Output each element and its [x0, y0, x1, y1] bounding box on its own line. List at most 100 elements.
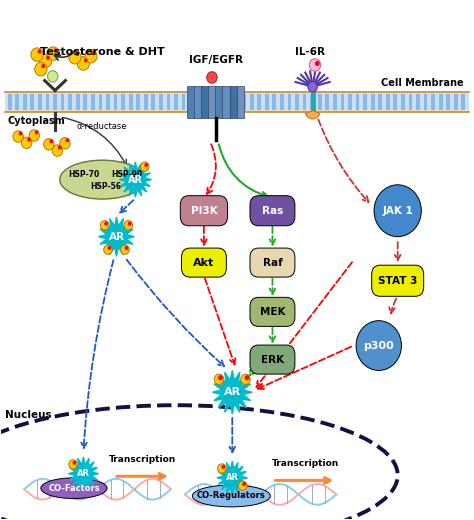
Circle shape [238, 481, 247, 490]
Bar [257, 94, 261, 110]
Circle shape [108, 246, 111, 250]
Circle shape [41, 64, 45, 68]
Circle shape [310, 59, 320, 71]
FancyBboxPatch shape [250, 345, 295, 374]
Circle shape [214, 374, 224, 384]
Bar [121, 94, 125, 110]
Bar [273, 94, 276, 110]
Circle shape [141, 162, 149, 171]
Text: CO-Factors: CO-Factors [48, 484, 100, 492]
Bar [265, 94, 269, 110]
Circle shape [29, 130, 39, 141]
Polygon shape [212, 370, 252, 414]
Bar [182, 94, 185, 110]
Bar [333, 94, 337, 110]
Circle shape [145, 163, 148, 167]
Bar [30, 94, 34, 110]
Bar [295, 94, 299, 110]
Wedge shape [306, 111, 320, 119]
Bar [401, 94, 405, 110]
Bar [194, 86, 202, 118]
Circle shape [13, 131, 23, 142]
Bar [454, 94, 458, 110]
Circle shape [85, 49, 97, 63]
Bar [91, 94, 95, 110]
Bar [204, 94, 208, 110]
Circle shape [31, 48, 43, 61]
FancyBboxPatch shape [250, 297, 295, 327]
Polygon shape [68, 457, 99, 490]
Text: AR: AR [226, 473, 239, 483]
Text: Transcription: Transcription [109, 456, 176, 464]
Bar [99, 94, 102, 110]
Circle shape [104, 222, 108, 226]
Circle shape [128, 222, 132, 226]
Bar [166, 94, 170, 110]
Text: IL-6R: IL-6R [295, 47, 325, 57]
Ellipse shape [192, 485, 270, 507]
Bar [378, 94, 382, 110]
Bar [212, 94, 216, 110]
Text: Nucleus: Nucleus [5, 410, 52, 420]
Text: α-reductase: α-reductase [76, 122, 127, 131]
Circle shape [374, 185, 421, 237]
Bar [288, 94, 292, 110]
Bar [356, 94, 359, 110]
Circle shape [91, 51, 95, 55]
FancyBboxPatch shape [180, 196, 228, 226]
Circle shape [125, 246, 128, 250]
Bar [152, 94, 155, 110]
Bar [114, 94, 118, 110]
Bar [310, 94, 314, 110]
Circle shape [104, 245, 112, 254]
Circle shape [35, 62, 47, 76]
Circle shape [47, 47, 59, 60]
Bar [129, 94, 133, 110]
Ellipse shape [60, 160, 145, 199]
FancyBboxPatch shape [250, 196, 295, 226]
Bar [187, 86, 195, 118]
Circle shape [218, 464, 226, 473]
Circle shape [46, 56, 50, 60]
Bar [83, 94, 87, 110]
Bar [424, 94, 428, 110]
Bar [216, 86, 223, 118]
Circle shape [65, 138, 69, 142]
Bar [5, 92, 469, 112]
Circle shape [221, 465, 225, 469]
Circle shape [18, 132, 22, 136]
Text: AR: AR [77, 469, 90, 478]
Circle shape [124, 220, 133, 230]
FancyBboxPatch shape [182, 248, 227, 277]
Text: AR: AR [109, 232, 125, 242]
Text: Akt: Akt [193, 257, 215, 268]
Text: p300: p300 [364, 341, 394, 350]
Circle shape [44, 139, 54, 150]
Bar [318, 94, 321, 110]
Bar [303, 94, 307, 110]
Polygon shape [217, 461, 247, 495]
Circle shape [84, 58, 88, 62]
Bar [340, 94, 344, 110]
Ellipse shape [41, 478, 107, 499]
Bar [209, 86, 216, 118]
Circle shape [73, 461, 76, 465]
Bar [348, 94, 352, 110]
Polygon shape [99, 217, 135, 256]
Bar [409, 94, 412, 110]
Text: Raf: Raf [263, 257, 283, 268]
Bar [174, 94, 178, 110]
Circle shape [37, 49, 41, 54]
Bar [439, 94, 443, 110]
Bar [447, 94, 450, 110]
Circle shape [207, 72, 217, 83]
Text: IGF/EGFR: IGF/EGFR [189, 55, 243, 65]
Bar [68, 94, 72, 110]
Circle shape [69, 50, 81, 64]
Bar [201, 86, 209, 118]
Text: CO-Regulators: CO-Regulators [197, 491, 266, 500]
Bar [219, 94, 223, 110]
Bar [462, 94, 465, 110]
Text: PI3K: PI3K [191, 206, 217, 216]
Circle shape [27, 138, 31, 142]
